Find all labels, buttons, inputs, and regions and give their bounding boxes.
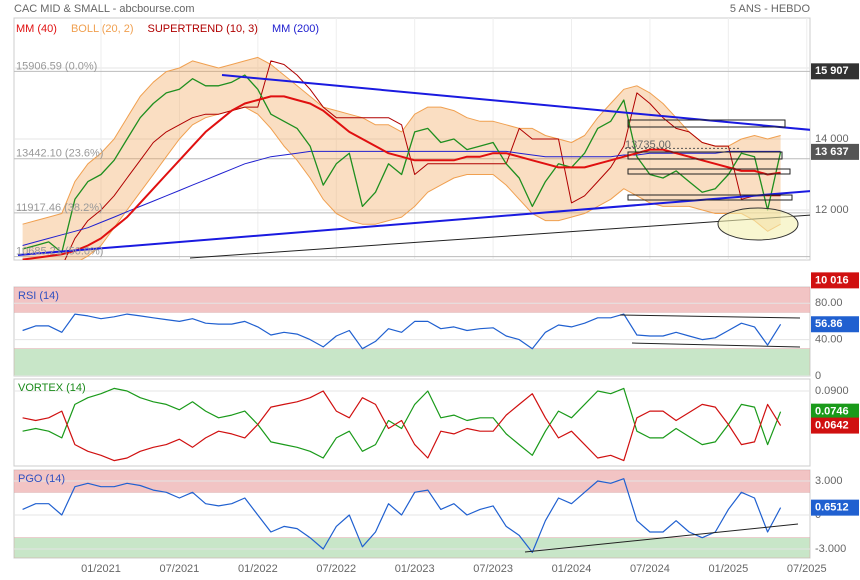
- x-tick-label: 07/2024: [630, 563, 670, 575]
- price-tag: [811, 63, 859, 80]
- value-tag: [811, 403, 859, 420]
- trendline: [221, 74, 810, 131]
- chart-subtitle: 5 ANS - HEBDO: [730, 3, 811, 15]
- fibonacci-label: 13442.10 (23.6%): [16, 148, 103, 160]
- panel-title: RSI (14): [18, 290, 59, 302]
- fibonacci-label: 11917.46 (38.2%): [16, 202, 103, 214]
- zone-band: [14, 348, 810, 376]
- zone-box: [627, 151, 783, 160]
- annotation: 13735.00: [625, 139, 671, 151]
- zone-box: [627, 119, 786, 128]
- chart-title: CAC MID & SMALL - abcbourse.com: [14, 3, 195, 15]
- legend-entry: MM (40): [16, 23, 57, 35]
- zone-box: [627, 168, 791, 175]
- x-tick-label: 01/2024: [552, 563, 592, 575]
- legend-entry: BOLL (20, 2): [71, 23, 134, 35]
- x-tick-label: 07/2021: [160, 563, 200, 575]
- panel-title: VORTEX (14): [18, 382, 86, 394]
- value-tag-label: 0.0642: [815, 419, 849, 431]
- legend-entry: SUPERTREND (10, 3): [148, 23, 258, 35]
- ma40-line: [22, 95, 781, 260]
- y-tick-label: -3.000: [815, 543, 846, 555]
- trendline: [17, 190, 810, 256]
- panel-frame: [13, 378, 811, 467]
- y-tick-label: 0.0900: [815, 385, 849, 397]
- x-tick-label: 07/2023: [473, 563, 513, 575]
- y-tick-label: 3.000: [815, 475, 843, 487]
- value-tag: [811, 499, 859, 516]
- trendline: [524, 523, 799, 553]
- y-tick-label: 0: [815, 370, 821, 382]
- indicator-line: [22, 387, 782, 459]
- panel: 0.0900 VORTEX (14): [13, 378, 849, 467]
- value-tag: [811, 417, 859, 434]
- indicator-line: [22, 478, 782, 553]
- zone-band: [14, 287, 810, 313]
- supertrend-line: [64, 60, 781, 260]
- y-tick-label: 80.00: [815, 297, 843, 309]
- x-tick-label: 01/2025: [708, 563, 748, 575]
- indicator-line: [22, 313, 782, 350]
- value-tag-label: 0.0746: [815, 406, 849, 418]
- fibonacci-label: 15906.59 (0.0%): [16, 60, 97, 72]
- indicator-line: [22, 390, 782, 462]
- price-tag-label: 13 637: [815, 146, 849, 158]
- plot-area: 13735.00: [14, 18, 810, 260]
- value-tag-label: 56.86: [815, 318, 843, 330]
- value-tag-label: 0.6512: [815, 502, 849, 514]
- price-tag-label: 10 016: [815, 274, 849, 286]
- ma200-line: [22, 150, 781, 246]
- zone-band: [14, 537, 810, 558]
- bollinger-upper: [22, 56, 781, 225]
- fibonacci-label: 10685.21 (50.0%): [16, 246, 103, 258]
- x-tick-label: 01/2022: [238, 563, 278, 575]
- trendline: [619, 314, 801, 319]
- y-tick-label: 14 000: [815, 133, 849, 145]
- price-line: [22, 74, 782, 254]
- y-tick-label: 40.00: [815, 334, 843, 346]
- x-tick-label: 07/2022: [316, 563, 356, 575]
- zone-box: [627, 194, 793, 201]
- price-tag-label: 15 907: [815, 65, 849, 77]
- plot-area: [14, 287, 810, 376]
- trendline: [189, 214, 810, 259]
- price-tag: [811, 143, 859, 160]
- legend-entry: MM (200): [272, 23, 319, 35]
- plot-area: [14, 470, 810, 558]
- panel: 0 40.00 80.00 RSI (14): [13, 286, 843, 382]
- x-tick-label: 07/2025: [787, 563, 827, 575]
- x-tick-label: 01/2023: [395, 563, 435, 575]
- panel-title: PGO (14): [18, 473, 65, 485]
- value-tag: [811, 316, 859, 333]
- y-tick-label: 12 000: [815, 204, 849, 216]
- price-tag: [811, 272, 859, 289]
- x-tick-label: 01/2021: [81, 563, 121, 575]
- plot-area: [14, 387, 810, 462]
- trendline: [631, 342, 801, 348]
- highlight-ellipse: [717, 207, 799, 241]
